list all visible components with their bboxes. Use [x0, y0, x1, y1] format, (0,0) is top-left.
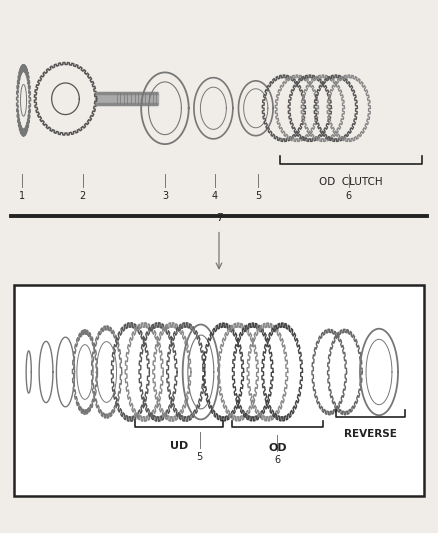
Text: REVERSE: REVERSE	[344, 429, 397, 439]
Text: OD  CLUTCH: OD CLUTCH	[319, 177, 383, 187]
Text: 3: 3	[162, 191, 168, 201]
Text: 1: 1	[19, 191, 25, 201]
Text: 5: 5	[196, 452, 203, 462]
Text: 7: 7	[215, 213, 223, 223]
Text: 5: 5	[255, 191, 261, 201]
Text: OD: OD	[268, 443, 287, 453]
Text: UD: UD	[170, 441, 188, 450]
Bar	[14, 285, 424, 496]
Text: 2: 2	[80, 191, 86, 201]
Text: 4: 4	[212, 191, 218, 201]
Text: 6: 6	[346, 191, 352, 201]
Text: 6: 6	[274, 455, 280, 465]
